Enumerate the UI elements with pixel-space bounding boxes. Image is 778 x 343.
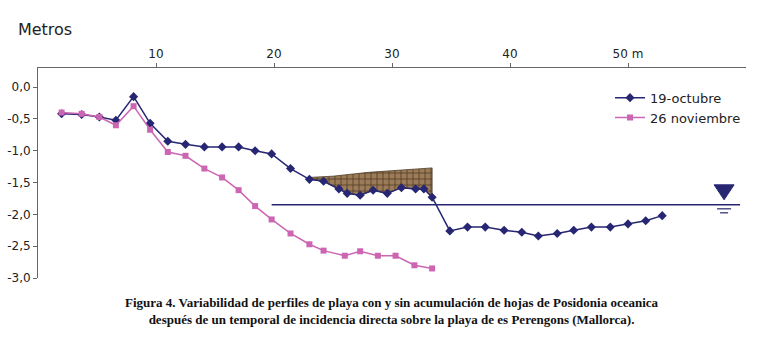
svg-text:0,0: 0,0 (12, 80, 31, 94)
svg-text:-1,0: -1,0 (7, 144, 30, 158)
svg-text:Figura 4. Variabilidad de perf: Figura 4. Variabilidad de perfiles de pl… (125, 295, 659, 327)
svg-text:26 noviembre: 26 noviembre (650, 111, 740, 126)
svg-text:-2,5: -2,5 (7, 239, 30, 253)
svg-text:10: 10 (148, 47, 163, 61)
svg-text:-1,5: -1,5 (7, 176, 30, 190)
svg-text:20: 20 (266, 47, 281, 61)
svg-text:30: 30 (384, 47, 399, 61)
svg-text:Metros: Metros (18, 20, 72, 39)
svg-text:19-octubre: 19-octubre (650, 91, 721, 106)
svg-text:-0,5: -0,5 (7, 112, 30, 126)
svg-text:40: 40 (502, 47, 517, 61)
svg-text:-2,0: -2,0 (7, 208, 30, 222)
svg-text:50 m: 50 m (613, 47, 644, 61)
svg-text:-3,0: -3,0 (7, 271, 30, 285)
